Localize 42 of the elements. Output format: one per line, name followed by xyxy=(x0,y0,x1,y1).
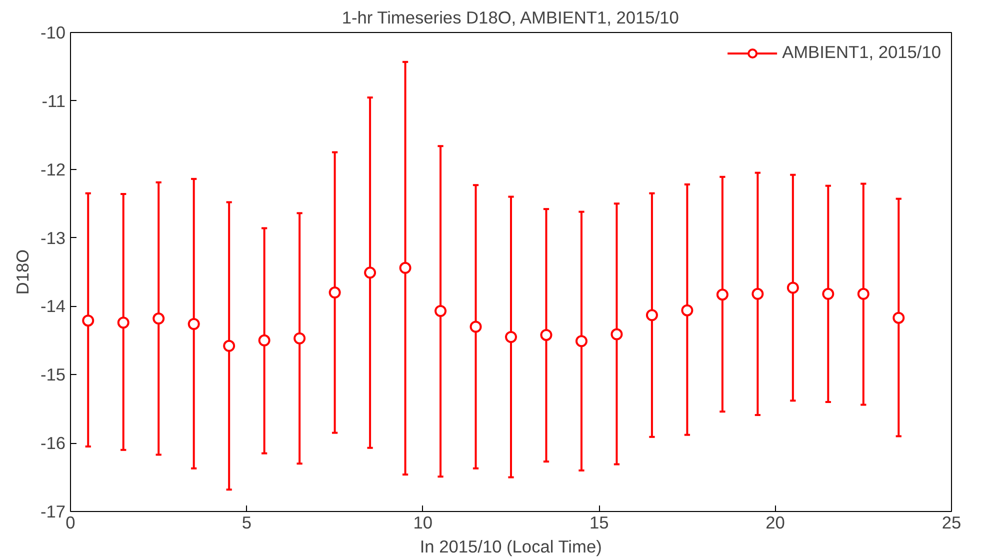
point xyxy=(117,316,130,329)
point xyxy=(294,332,306,344)
x-tick-label: 0 xyxy=(66,512,76,532)
point xyxy=(681,304,694,316)
y-tick-label: -13 xyxy=(40,228,66,248)
point xyxy=(364,266,376,279)
point xyxy=(399,262,412,274)
x-tick-label: 20 xyxy=(766,512,785,532)
point xyxy=(188,318,200,330)
x-tick-label: 10 xyxy=(413,512,433,532)
point xyxy=(434,305,447,317)
point xyxy=(328,286,341,299)
point xyxy=(82,314,94,327)
point xyxy=(258,334,270,346)
y-tick-label: -11 xyxy=(42,90,66,111)
point xyxy=(786,282,799,294)
legend-label: AMBIENT1, 2015/10 xyxy=(782,42,941,63)
point xyxy=(152,312,165,325)
point xyxy=(857,288,870,300)
point xyxy=(575,335,588,348)
point xyxy=(223,340,236,352)
point xyxy=(646,309,658,322)
point xyxy=(716,288,728,301)
y-tick-label: -10 xyxy=(40,22,66,42)
point xyxy=(505,331,517,343)
point xyxy=(610,328,623,340)
point xyxy=(892,312,905,324)
y-tick-label: -12 xyxy=(40,159,66,180)
chart-title: 1-hr Timeseries D18O, AMBIENT1, 2015/10 xyxy=(342,8,679,28)
y-tick-label: -15 xyxy=(40,364,66,385)
point xyxy=(752,288,764,300)
y-tick-label: -16 xyxy=(40,433,66,454)
x-axis-title: In 2015/10 (Local Time) xyxy=(420,536,602,556)
x-tick-label: 25 xyxy=(942,512,962,532)
x-tick-label: 15 xyxy=(589,512,609,532)
x-tick-label: 5 xyxy=(242,512,252,532)
y-tick-label: -17 xyxy=(40,502,66,522)
point xyxy=(822,288,834,300)
y-tick-label: -14 xyxy=(40,296,66,316)
y-axis-title: D18O xyxy=(12,249,32,295)
point xyxy=(470,320,482,333)
point xyxy=(540,328,552,341)
